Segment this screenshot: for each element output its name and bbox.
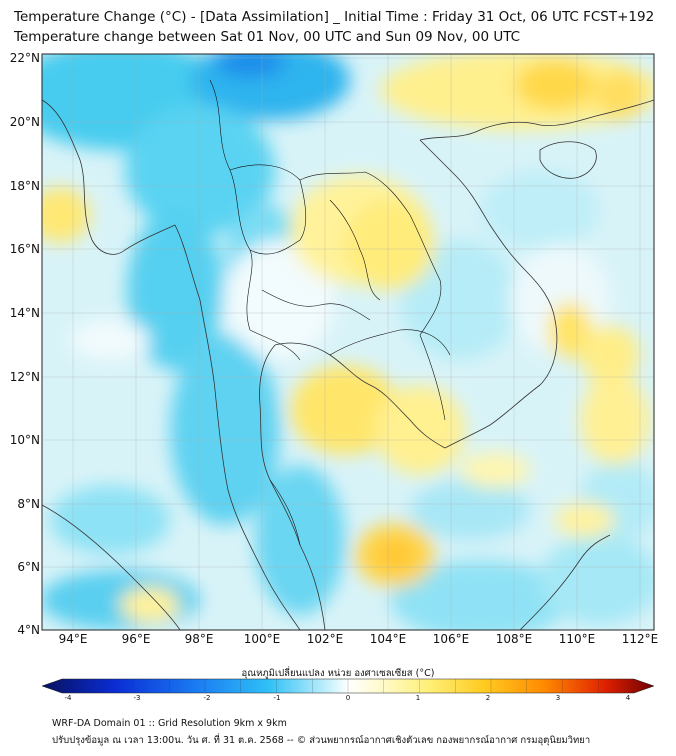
colorbar-tick: 0 bbox=[345, 694, 351, 702]
colorbar-tick: -1 bbox=[273, 694, 281, 702]
lon-label: 102°E bbox=[306, 632, 344, 646]
colorbar-tick: 3 bbox=[555, 694, 561, 702]
lon-label: 106°E bbox=[432, 632, 470, 646]
lon-label: 108°E bbox=[495, 632, 533, 646]
colorbar-tick: -3 bbox=[133, 694, 141, 702]
lat-label: 10°N bbox=[9, 433, 40, 447]
lon-label: 98°E bbox=[184, 632, 214, 646]
lon-label: 112°E bbox=[621, 632, 659, 646]
footer-credit: ปรับปรุงข้อมูล ณ เวลา 13:00น. วัน ศ. ที่… bbox=[52, 735, 591, 746]
lon-label: 110°E bbox=[558, 632, 596, 646]
lon-label: 104°E bbox=[369, 632, 407, 646]
colorbar-title: อุณหภูมิเปลี่ยนแปลง หน่วย องศาเซลเซียส (… bbox=[241, 668, 435, 679]
colorbar-tick: 4 bbox=[625, 694, 631, 702]
colorbar-tick: -2 bbox=[203, 694, 211, 702]
map-title: Temperature Change (°C) - [Data Assimila… bbox=[14, 9, 655, 25]
colorbar-tick: 2 bbox=[485, 694, 491, 702]
coastlines bbox=[42, 99, 654, 630]
lat-label: 12°N bbox=[9, 370, 40, 384]
lat-label: 4°N bbox=[17, 623, 40, 637]
lat-label: 14°N bbox=[9, 306, 40, 320]
footer-model-info: WRF-DA Domain 01 :: Grid Resolution 9km … bbox=[52, 718, 287, 729]
lon-label: 96°E bbox=[121, 632, 151, 646]
colorbar-tick: -4 bbox=[64, 694, 72, 702]
lat-label: 18°N bbox=[9, 179, 40, 193]
political-borders bbox=[209, 79, 451, 546]
lat-label: 20°N bbox=[9, 115, 40, 129]
lon-label: 94°E bbox=[58, 632, 88, 646]
lat-label: 6°N bbox=[17, 560, 40, 574]
colorbar-tick: 1 bbox=[415, 694, 421, 702]
temperature-field bbox=[42, 54, 654, 630]
lat-label: 22°N bbox=[9, 51, 40, 65]
lat-label: 8°N bbox=[17, 497, 40, 511]
graticule bbox=[42, 54, 654, 630]
lat-label: 16°N bbox=[9, 242, 40, 256]
map-subtitle: Temperature change between Sat 01 Nov, 0… bbox=[14, 29, 521, 45]
map-frame bbox=[41, 53, 655, 631]
lon-label: 100°E bbox=[243, 632, 281, 646]
